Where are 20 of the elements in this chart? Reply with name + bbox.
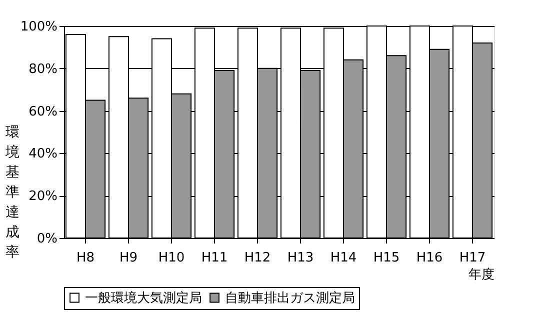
legend-label: 一般環境大気測定局 <box>85 290 202 306</box>
y-tick-label: 40% <box>28 146 58 162</box>
y-tick-label: 20% <box>28 189 58 204</box>
y-tick-label: 80% <box>28 62 58 77</box>
y-tick-label: 0% <box>36 232 58 246</box>
y-tick-label: 60% <box>28 104 58 120</box>
x-tick-label: H15 <box>373 250 400 266</box>
x-tick-label: H8 <box>76 250 95 266</box>
x-tick-label: H14 <box>330 250 357 266</box>
x-axis-title: 年度 <box>468 266 494 282</box>
x-tick-label: H13 <box>287 250 314 266</box>
x-tick-label: H9 <box>119 250 138 266</box>
legend-label: 自動車排出ガス測定局 <box>225 290 355 306</box>
x-tick-label: H12 <box>244 250 271 266</box>
x-tick-label: H17 <box>459 250 486 266</box>
y-axis-title: 環境基準達成率 <box>4 124 20 260</box>
y-tick-label: 100% <box>20 20 58 34</box>
x-tick-label: H11 <box>201 250 228 266</box>
x-tick-label: H10 <box>158 250 185 266</box>
x-tick-label: H16 <box>416 250 443 266</box>
